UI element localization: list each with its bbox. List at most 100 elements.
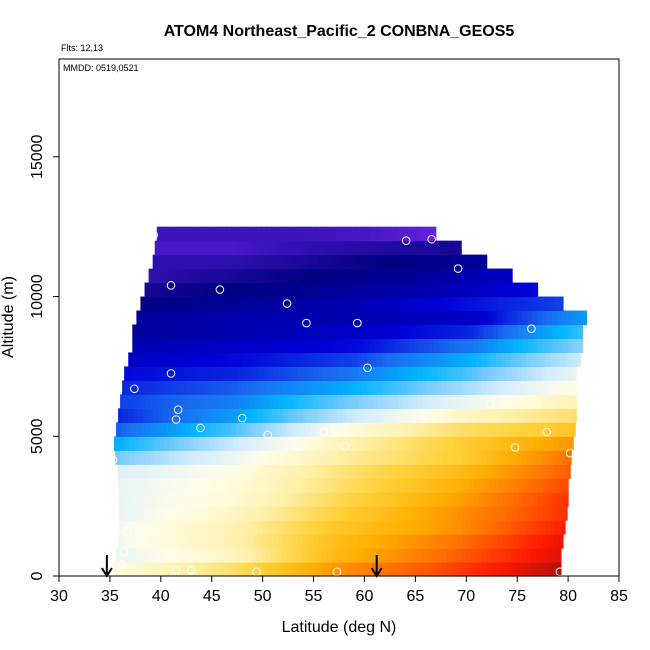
heatmap-cell <box>396 408 403 423</box>
heatmap-cell <box>193 534 199 549</box>
heatmap-cell <box>253 534 259 549</box>
heatmap-cell <box>550 352 557 367</box>
heatmap-cell <box>136 548 142 563</box>
heatmap-cell <box>212 408 219 423</box>
heatmap-cell <box>510 464 517 479</box>
heatmap-cell <box>507 282 514 298</box>
heatmap-cell <box>451 520 457 535</box>
heatmap-cell <box>252 408 259 423</box>
heatmap-cell <box>482 282 489 298</box>
heatmap-cell <box>551 408 557 423</box>
heatmap-cell <box>123 534 129 549</box>
heatmap-cell <box>267 352 273 367</box>
heatmap-cell <box>204 282 210 298</box>
heatmap-cell <box>510 422 516 437</box>
heatmap-cell <box>137 380 143 395</box>
heatmap-cell <box>208 268 214 284</box>
heatmap-cell <box>272 254 278 270</box>
heatmap-cell <box>566 366 572 381</box>
heatmap-cell <box>352 408 358 423</box>
heatmap-cell <box>351 352 358 367</box>
heatmap-cell <box>182 408 189 423</box>
heatmap-cell <box>382 506 389 521</box>
heatmap-cell <box>391 520 398 535</box>
heatmap-cell <box>482 268 488 284</box>
heatmap-cell <box>432 506 439 521</box>
heatmap-cell <box>439 478 446 493</box>
heatmap-cell <box>391 352 398 367</box>
heatmap-cell <box>353 492 360 507</box>
heatmap-cell <box>481 254 488 270</box>
heatmap-cell <box>243 450 250 465</box>
heatmap-cell <box>553 296 559 312</box>
heatmap-cell <box>525 520 531 535</box>
heatmap-cell <box>213 506 220 521</box>
heatmap-cell <box>157 478 164 493</box>
heatmap-cell <box>360 548 367 563</box>
heatmap-cell <box>329 310 335 326</box>
heatmap-cell <box>396 240 403 256</box>
heatmap-cell <box>302 562 309 577</box>
heatmap-cell <box>456 352 462 367</box>
heatmap-cell <box>382 268 389 284</box>
heatmap-cell <box>433 324 440 340</box>
heatmap-cell <box>466 352 472 367</box>
heatmap-cell <box>233 268 239 284</box>
heatmap-cell <box>412 450 419 465</box>
x-tick-label: 65 <box>406 588 424 605</box>
heatmap-cell <box>237 254 243 270</box>
heatmap-cell <box>203 562 209 577</box>
heatmap-cell <box>551 310 558 326</box>
heatmap-cell <box>258 492 265 507</box>
heatmap-cell <box>130 394 136 409</box>
heatmap-cell <box>436 380 443 395</box>
heatmap-cell <box>176 324 183 340</box>
heatmap-cell <box>465 548 472 563</box>
heatmap-cell <box>306 464 313 479</box>
heatmap-cell <box>317 520 323 535</box>
heatmap-cell <box>297 562 304 577</box>
heatmap-cell <box>320 324 326 340</box>
heatmap-cell <box>532 338 539 354</box>
heatmap-cell <box>148 534 154 549</box>
heatmap-cell <box>291 226 297 242</box>
heatmap-cell <box>166 324 173 340</box>
heatmap-cell <box>318 282 325 298</box>
heatmap-cell <box>430 422 437 437</box>
heatmap-cell <box>229 450 235 465</box>
heatmap-cell <box>457 506 464 521</box>
heatmap-cell <box>356 464 363 479</box>
heatmap-cell <box>119 492 125 507</box>
heatmap-cell <box>342 408 348 423</box>
heatmap-cell <box>268 366 274 381</box>
heatmap-cell <box>159 282 166 298</box>
heatmap-cell <box>272 562 279 577</box>
heatmap-cell <box>347 268 354 284</box>
heatmap-cell <box>198 562 204 577</box>
sample-point <box>149 230 158 240</box>
heatmap-cell <box>546 380 552 395</box>
heatmap-cell <box>293 450 300 465</box>
heatmap-cell <box>521 450 528 465</box>
heatmap-cell <box>313 506 319 521</box>
heatmap-cell <box>374 296 380 312</box>
heatmap-cell <box>366 352 373 367</box>
heatmap-cell <box>224 394 230 409</box>
x-axis: 30 35 40 45 50 55 60 65 70 75 80 85 <box>50 576 628 605</box>
heatmap-cell <box>189 240 195 256</box>
heatmap-cell <box>244 282 250 298</box>
heatmap-cell <box>218 268 224 284</box>
heatmap-cell <box>273 268 279 284</box>
heatmap-cell <box>161 324 168 340</box>
y-axis-label: Altitude (m) <box>0 276 17 358</box>
heatmap-cell <box>351 226 357 242</box>
heatmap-cell <box>498 492 504 507</box>
heatmap-cell <box>306 380 313 395</box>
heatmap-cell <box>179 282 185 298</box>
heatmap-cell <box>146 310 152 326</box>
heatmap-cell <box>143 562 150 577</box>
heatmap-cell <box>178 492 185 507</box>
heatmap-cell <box>423 296 430 312</box>
heatmap-cell <box>198 520 204 535</box>
